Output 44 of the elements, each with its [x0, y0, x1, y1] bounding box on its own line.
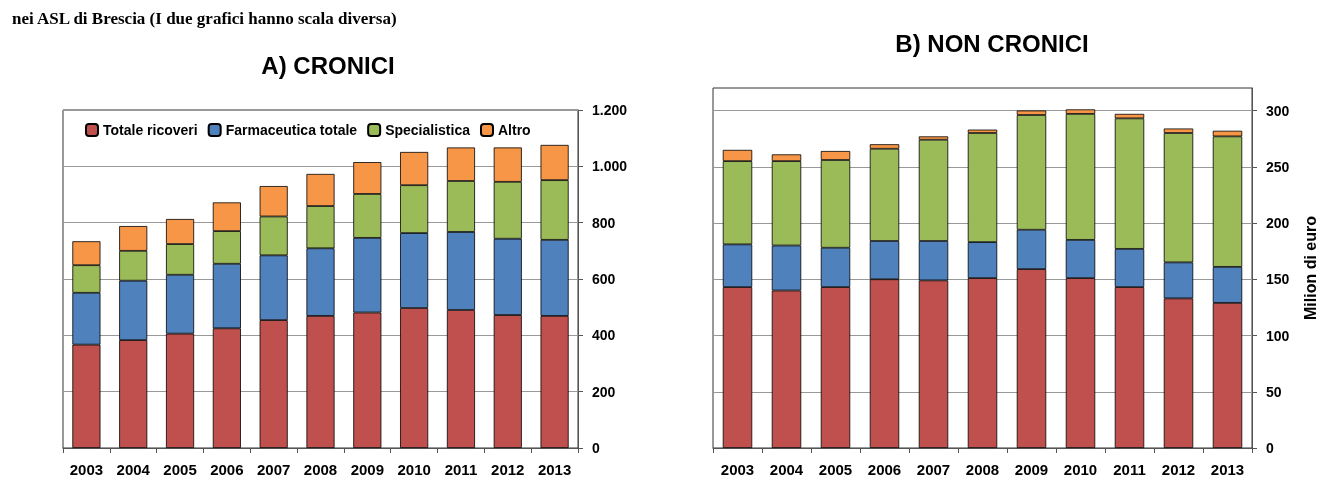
y-tick-label: 1.200	[592, 102, 628, 118]
legend-label: Specialistica	[385, 122, 471, 138]
x-tick-label: 2013	[1210, 461, 1245, 478]
legend-label: Farmaceutica totale	[225, 122, 358, 138]
x-tick-label: 2005	[163, 461, 197, 478]
y-tick-label: 600	[592, 271, 616, 287]
x-tick-label: 2011	[1113, 461, 1146, 478]
x-tick-label: 2006	[210, 461, 244, 478]
x-tick-label: 2007	[256, 461, 291, 478]
x-tick-label: 2008	[965, 461, 1000, 478]
chart-title: A) CRONICI	[261, 51, 395, 79]
y-tick-label: 1.000	[592, 158, 628, 175]
x-tick-label: 2012	[491, 461, 525, 478]
x-tick-label: 2013	[537, 461, 572, 478]
y-tick-label: 100	[1266, 327, 1290, 344]
x-tick-label: 2005	[818, 461, 853, 478]
x-tick-label: 2010	[1063, 461, 1098, 478]
legend-label: Totale ricoveri	[103, 122, 198, 138]
y-tick-label: 200	[1266, 215, 1290, 231]
y-tick-label: 800	[592, 214, 616, 231]
x-tick-label: 2012	[1161, 461, 1196, 478]
x-tick-label: 2004	[116, 461, 151, 478]
x-tick-label: 2010	[397, 461, 431, 478]
x-tick-label: 2008	[303, 461, 338, 478]
legend-label: Altro	[497, 122, 531, 138]
x-tick-label: 2009	[350, 461, 385, 478]
chart-title: B) NON CRONICI	[895, 29, 1089, 57]
x-tick-label: 2004	[769, 461, 804, 478]
x-tick-label: 2003	[720, 461, 755, 478]
y-tick-label: 150	[1266, 271, 1290, 288]
y-axis-title: Milion di euro	[1301, 215, 1319, 320]
y-tick-label: 400	[592, 327, 616, 344]
x-tick-label: 2009	[1014, 461, 1049, 478]
x-tick-label: 2011	[444, 461, 478, 478]
text: nei ASL di Brescia (I due grafici hanno scala diversa)	[12, 9, 397, 28]
x-tick-label: 2007	[916, 461, 951, 478]
x-tick-label: 2003	[69, 461, 104, 478]
y-tick-label: 0	[1266, 440, 1274, 456]
y-tick-label: 300	[1266, 102, 1290, 119]
x-tick-label: 2006	[867, 461, 902, 478]
y-tick-label: 50	[1266, 383, 1282, 400]
y-tick-label: 200	[592, 383, 616, 400]
y-tick-label: 0	[592, 440, 600, 456]
y-tick-label: 250	[1266, 158, 1290, 175]
